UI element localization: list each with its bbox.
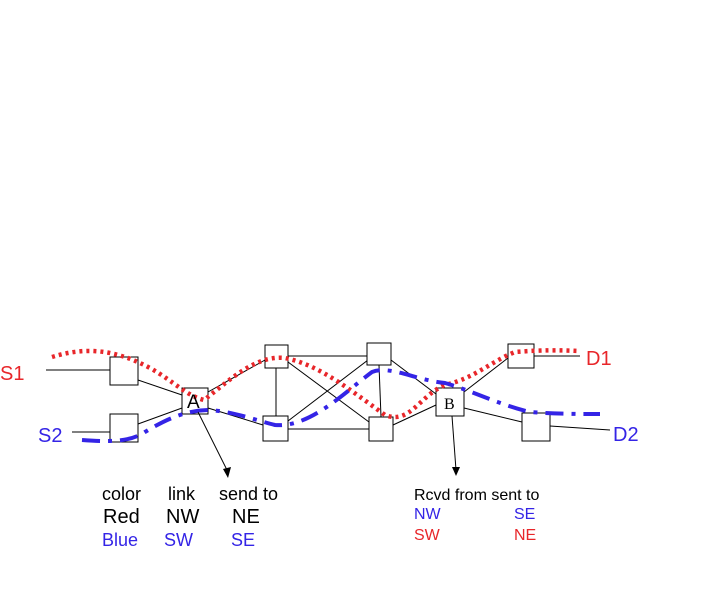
link-n2-a	[137, 407, 183, 425]
link-n6-b	[392, 404, 437, 426]
table-a-header: color	[102, 484, 141, 504]
arrow-from-b	[451, 415, 457, 471]
table-b-cell: SW	[414, 527, 441, 544]
table-b-cell: NE	[514, 527, 536, 544]
table-a-cell: Red	[103, 506, 140, 528]
table-a-cell: NE	[232, 506, 260, 528]
router-node-b	[435, 387, 465, 417]
node-b-routing-table: Rcvd from sent to NW SE SW NE	[414, 487, 539, 544]
table-a-cell: Blue	[102, 530, 138, 550]
source-label-s1: S1	[0, 363, 24, 385]
link-n1-a	[137, 379, 183, 396]
router-node	[507, 343, 535, 369]
router-node	[366, 342, 392, 366]
link-b-n8	[463, 407, 523, 423]
table-b-cell: NW	[414, 506, 442, 523]
link-n3-n6	[287, 361, 370, 423]
link-n5-n6	[378, 364, 382, 418]
destination-label-d2: D2	[613, 424, 639, 446]
router-node	[262, 415, 289, 442]
node-label-b: B	[444, 396, 455, 413]
table-b-header: Rcvd from sent to	[414, 487, 539, 504]
table-a-cell: SW	[164, 530, 193, 550]
arrow-from-a	[197, 411, 229, 473]
destination-label-d1: D1	[586, 348, 612, 370]
router-node	[109, 356, 139, 386]
table-a-cell: NW	[166, 506, 199, 528]
router-node	[264, 344, 289, 369]
table-a-header: link	[168, 484, 196, 504]
link-b-n7	[463, 357, 509, 393]
node-a-routing-table: color link send to Red NW NE Blue SW SE	[102, 484, 278, 550]
arrowhead-icon	[223, 467, 231, 478]
source-label-s2: S2	[38, 425, 62, 447]
router-node	[521, 412, 551, 442]
arrowhead-icon	[452, 467, 460, 476]
link-n8-d2	[549, 425, 611, 431]
blue-flow-path	[81, 368, 601, 444]
table-a-cell: SE	[231, 530, 255, 550]
router-node	[368, 416, 394, 442]
node-label-a: A	[187, 392, 200, 413]
table-b-cell: SE	[514, 506, 535, 523]
red-flow-path	[51, 348, 581, 420]
network-nodes	[109, 342, 551, 443]
pointer-arrows	[197, 411, 460, 478]
link-n4-n5	[287, 359, 369, 422]
table-a-header: send to	[219, 484, 278, 504]
